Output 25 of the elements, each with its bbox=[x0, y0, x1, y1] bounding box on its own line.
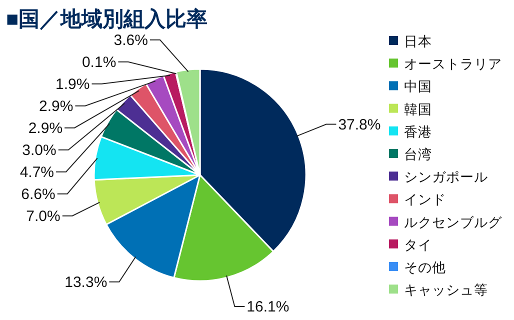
legend-label: 香港 bbox=[404, 124, 432, 140]
legend-label: キャッシュ等 bbox=[404, 282, 488, 298]
legend-label: インド bbox=[404, 192, 446, 208]
chart-title: ■国／地域別組入比率 bbox=[6, 7, 208, 31]
data-label: 16.1% bbox=[246, 298, 290, 316]
data-label: 3.6% bbox=[114, 32, 148, 49]
data-label: 0.1% bbox=[82, 54, 116, 71]
legend-label: タイ bbox=[404, 237, 432, 252]
data-label: 7.0% bbox=[26, 208, 60, 225]
legend-label: 台湾 bbox=[404, 147, 432, 162]
data-label: 2.9% bbox=[28, 120, 63, 137]
legend-label: 中国 bbox=[404, 79, 432, 94]
data-label: 1.9% bbox=[56, 76, 90, 93]
legend-label: 日本 bbox=[404, 34, 432, 49]
data-label: 37.8% bbox=[338, 116, 381, 134]
legend-label: ルクセンブルグ bbox=[404, 214, 503, 230]
data-label: 3.0% bbox=[22, 142, 56, 159]
legend-label: オーストラリア bbox=[404, 56, 502, 72]
legend-label: その他 bbox=[404, 260, 446, 275]
legend-label: シンガポール bbox=[404, 170, 488, 185]
data-label: 2.9% bbox=[39, 98, 74, 115]
data-label: 4.7% bbox=[20, 164, 54, 181]
data-label: 6.6% bbox=[21, 186, 56, 203]
legend-label: 韓国 bbox=[404, 102, 432, 117]
data-label: 13.3% bbox=[64, 274, 108, 291]
